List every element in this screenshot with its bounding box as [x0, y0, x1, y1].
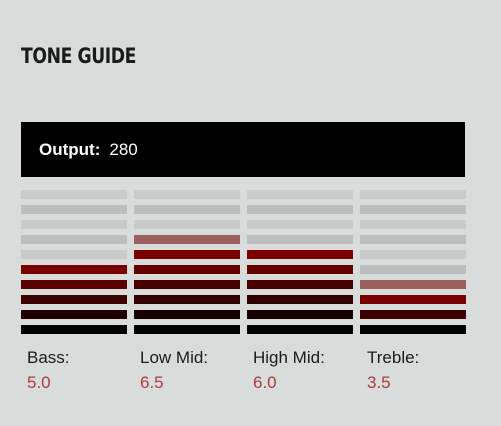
meter-segment — [134, 205, 240, 214]
meter-segment — [247, 190, 353, 199]
meter-segment — [21, 250, 127, 259]
meter-segment — [21, 295, 127, 304]
meter-segment — [247, 235, 353, 244]
meter-segment — [247, 280, 353, 289]
meter-segment — [134, 235, 240, 244]
meter-segment — [360, 325, 466, 334]
meter-segment — [134, 265, 240, 274]
meter-segment — [134, 190, 240, 199]
meter-segment — [134, 220, 240, 229]
meter-segment — [134, 295, 240, 304]
band-label-low-mid: Low Mid: — [140, 348, 209, 367]
meter-segment — [21, 325, 127, 334]
meter-segment — [21, 235, 127, 244]
band-value-high-mid: 6.0 — [253, 373, 277, 392]
output-panel: Output: 280 — [21, 122, 465, 177]
meter-segment — [247, 310, 353, 319]
meter-column — [21, 190, 127, 340]
meter-column — [247, 190, 353, 340]
band-value-low-mid: 6.5 — [140, 373, 164, 392]
meter-segment — [360, 250, 466, 259]
band-value-bass: 5.0 — [27, 373, 51, 392]
meter-segment — [360, 235, 466, 244]
meter-segment — [360, 295, 466, 304]
meter-column — [360, 190, 466, 340]
meter-segment — [21, 265, 127, 274]
meter-segment — [247, 265, 353, 274]
meter-segment — [21, 310, 127, 319]
page-title: TONE GUIDE — [21, 44, 137, 68]
meter-segment — [247, 250, 353, 259]
meter-segment — [247, 295, 353, 304]
meter-segment — [360, 265, 466, 274]
meter-segment — [21, 205, 127, 214]
meter-segment — [360, 220, 466, 229]
band-label-treble: Treble: — [367, 348, 420, 367]
meter-segment — [134, 280, 240, 289]
meter-segment — [21, 190, 127, 199]
meter-segment — [247, 325, 353, 334]
meter-segment — [247, 220, 353, 229]
meter-segment — [360, 280, 466, 289]
meter-segment — [134, 250, 240, 259]
band-value-treble: 3.5 — [367, 373, 391, 392]
band-label-bass: Bass: — [27, 348, 70, 367]
meter-segment — [21, 280, 127, 289]
meter-segment — [247, 205, 353, 214]
meter-segment — [21, 220, 127, 229]
meter-segment — [360, 205, 466, 214]
meter-column — [134, 190, 240, 340]
tone-meters — [21, 190, 466, 340]
band-label-high-mid: High Mid: — [253, 348, 325, 367]
output-label: Output: — [39, 139, 101, 159]
output-value: 280 — [109, 139, 138, 159]
meter-segment — [134, 325, 240, 334]
meter-segment — [360, 310, 466, 319]
meter-segment — [134, 310, 240, 319]
meter-segment — [360, 190, 466, 199]
